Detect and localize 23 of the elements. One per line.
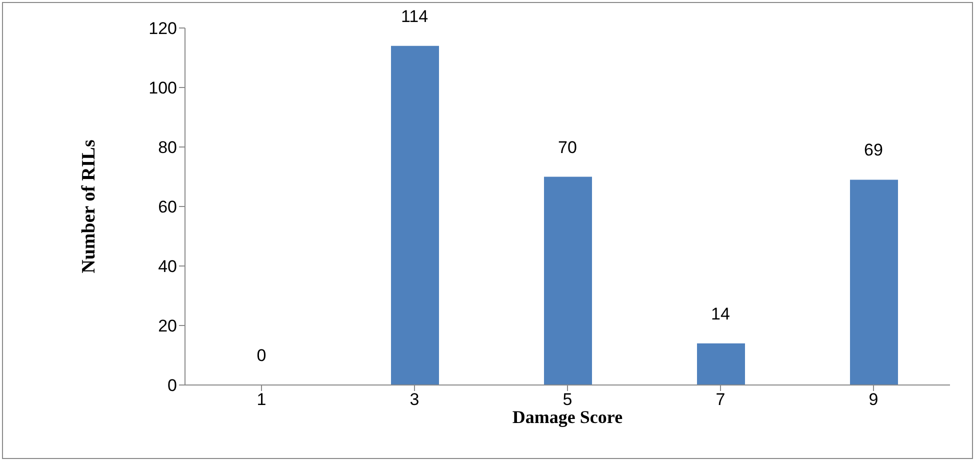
y-tick-label: 20	[158, 316, 177, 336]
x-tick-label: 3	[410, 390, 420, 410]
x-tick-label: 7	[716, 390, 726, 410]
x-tick-label: 9	[868, 390, 878, 410]
bar	[850, 180, 898, 385]
x-tick-label: 5	[562, 390, 572, 410]
x-axis-title: Damage Score	[512, 407, 623, 427]
bar	[391, 46, 439, 385]
data-label: 69	[864, 140, 883, 160]
bar	[697, 343, 745, 385]
y-tick-label: 40	[158, 257, 177, 276]
x-tick-label: 1	[256, 390, 266, 410]
y-axis-title: Number of RILs	[78, 140, 100, 274]
data-label: 14	[711, 304, 730, 324]
data-label: 70	[558, 138, 577, 157]
y-tick-label: 60	[158, 198, 177, 217]
y-tick-label: 120	[148, 19, 177, 38]
y-tick-label: 80	[158, 138, 177, 158]
y-tick-label: 0	[168, 376, 177, 396]
data-label: 114	[400, 6, 428, 26]
y-tick-label: 100	[148, 78, 177, 98]
bar	[544, 176, 592, 385]
data-label: 0	[256, 346, 266, 365]
